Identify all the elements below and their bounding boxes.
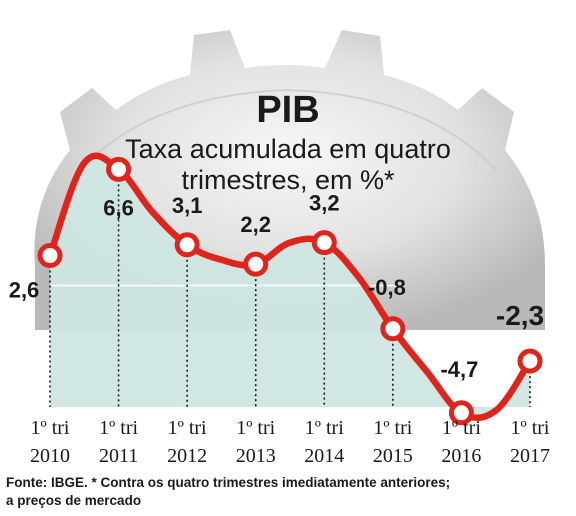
x-tick-year: 2012 bbox=[167, 445, 207, 467]
x-tick-year: 2011 bbox=[99, 445, 138, 467]
data-marker bbox=[174, 232, 200, 258]
x-tick-quarter: 1º tri bbox=[373, 417, 412, 439]
data-marker bbox=[311, 230, 337, 256]
x-tick-year: 2013 bbox=[236, 445, 276, 467]
footer-price-note: a preços de mercado bbox=[6, 493, 142, 508]
footer-source-note: Fonte: IBGE. * Contra os quatro trimestr… bbox=[6, 475, 451, 490]
data-label: 3,2 bbox=[309, 191, 340, 216]
chart-subtitle-line2: trimestres, em %* bbox=[181, 165, 395, 195]
data-marker bbox=[517, 348, 543, 374]
x-tick-quarter: 1º tri bbox=[99, 417, 138, 439]
x-axis-ticks: 1º tri 2010 1º tri 2011 1º tri 2012 1º tri 2013… bbox=[30, 417, 550, 467]
vertical-gridlines bbox=[49, 179, 531, 423]
x-tick-quarter: 1º tri bbox=[168, 417, 207, 439]
x-tick-quarter: 1º tri bbox=[442, 417, 481, 439]
data-label: -4,7 bbox=[440, 357, 478, 382]
x-tick-year: 2015 bbox=[373, 445, 413, 467]
data-label: 2,6 bbox=[9, 278, 40, 303]
x-tick-quarter: 1º tri bbox=[31, 417, 70, 439]
data-labels: 2,6 6,6 3,1 2,2 3,2 -0,8 -4,7 -2,3 bbox=[9, 191, 544, 382]
chart-title: PIB bbox=[256, 89, 319, 131]
gear-inner-shadow bbox=[79, 88, 497, 171]
data-label: 6,6 bbox=[103, 195, 134, 220]
data-marker bbox=[106, 156, 132, 182]
x-tick-quarter: 1º tri bbox=[236, 417, 275, 439]
data-marker bbox=[380, 316, 406, 342]
x-tick-quarter: 1º tri bbox=[305, 417, 344, 439]
x-tick-year: 2014 bbox=[304, 445, 344, 467]
x-tick-year: 2016 bbox=[441, 445, 481, 467]
x-tick-year: 2017 bbox=[510, 445, 550, 467]
x-tick-year: 2010 bbox=[30, 445, 70, 467]
data-label: 3,1 bbox=[172, 193, 203, 218]
chart-footer: Fonte: IBGE. * Contra os quatro trimestr… bbox=[6, 474, 572, 510]
data-marker bbox=[243, 251, 269, 277]
chart-subtitle-line1: Taxa acumulada em quatro bbox=[125, 134, 451, 164]
data-label: -2,3 bbox=[496, 300, 544, 331]
data-marker bbox=[448, 400, 474, 426]
data-marker bbox=[37, 243, 63, 269]
x-tick-quarter: 1º tri bbox=[511, 417, 550, 439]
data-markers bbox=[37, 156, 543, 426]
data-label: -0,8 bbox=[368, 275, 406, 300]
data-label: 2,2 bbox=[240, 212, 271, 237]
